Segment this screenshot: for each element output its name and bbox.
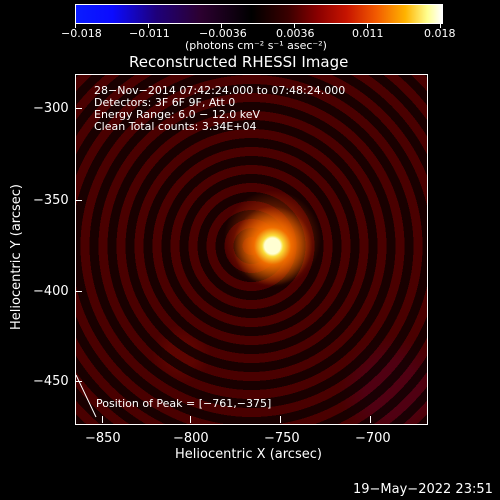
x-tick-label: −850 — [85, 431, 121, 446]
y-tick — [75, 108, 82, 109]
x-tick-label: −700 — [355, 431, 391, 446]
x-tick-label: −750 — [264, 431, 300, 446]
colorbar-unit: (photons cm⁻² s⁻¹ asec⁻²) — [185, 39, 327, 52]
x-tick — [190, 416, 191, 423]
x-tick — [102, 416, 103, 423]
colorbar-tick — [221, 23, 222, 28]
info-line: Energy Range: 6.0 − 12.0 keV — [94, 108, 261, 121]
colorbar-tick-label: −0.0036 — [199, 27, 247, 40]
colorbar-tick — [440, 23, 441, 28]
x-tick — [280, 416, 281, 423]
y-tick-label: −300 — [33, 101, 69, 116]
peak-pointer-line — [76, 374, 97, 418]
colorbar-tick-label: 0.018 — [424, 27, 456, 40]
plot-title: Reconstructed RHESSI Image — [129, 53, 349, 71]
colorbar-tick — [75, 23, 76, 28]
y-tick-label: −350 — [33, 193, 69, 208]
y-tick — [75, 381, 82, 382]
x-tick-label: −800 — [173, 431, 209, 446]
x-axis-label: Heliocentric X (arcsec) — [175, 447, 322, 462]
y-tick-label: −450 — [33, 374, 69, 389]
heatmap — [76, 75, 427, 424]
y-tick — [75, 200, 82, 201]
colorbar-tick — [367, 23, 368, 28]
peak-position-label: Position of Peak = [−761,−375] — [96, 397, 272, 410]
footer-timestamp: 19−May−2022 23:51 — [353, 482, 493, 497]
y-tick — [75, 291, 82, 292]
colorbar-tick-label: −0.018 — [61, 27, 102, 40]
colorbar-tick-label: 0.0036 — [276, 27, 315, 40]
colorbar-tick — [294, 23, 295, 28]
info-line: 28−Nov−2014 07:42:24.000 to 07:48:24.000 — [94, 84, 346, 97]
colorbar-tick-label: 0.011 — [352, 27, 384, 40]
info-line: Detectors: 3F 6F 9F, Att 0 — [94, 96, 236, 109]
plot-overlay — [76, 374, 97, 418]
x-tick — [370, 416, 371, 423]
colorbar — [75, 4, 443, 24]
y-axis-label: Heliocentric Y (arcsec) — [9, 184, 24, 330]
y-tick-label: −400 — [33, 284, 69, 299]
rhessi-image: 28−Nov−2014 07:42:24.000 to 07:48:24.000… — [75, 74, 428, 425]
info-line: Clean Total counts: 3.34E+04 — [94, 120, 257, 133]
colorbar-tick — [148, 23, 149, 28]
colorbar-tick-label: −0.011 — [129, 27, 170, 40]
